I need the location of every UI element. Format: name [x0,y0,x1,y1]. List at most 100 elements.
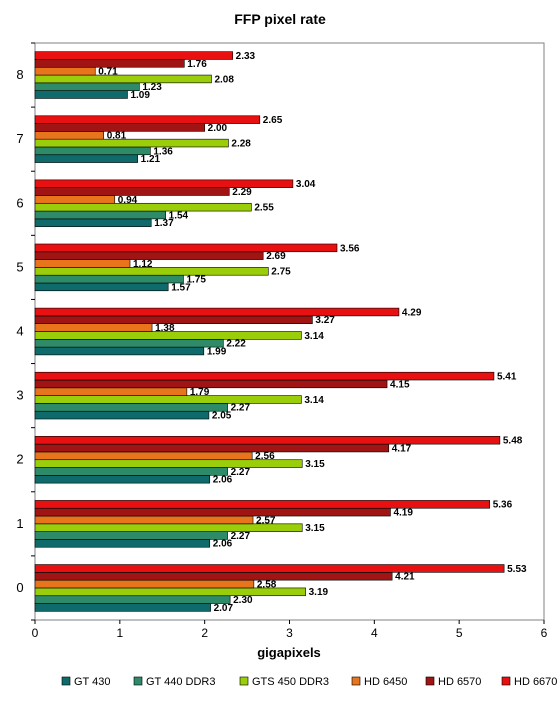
bar-gt-430-4 [34,346,205,356]
bar-hd-6670-0 [34,564,505,573]
bar-hd-6570-1 [34,507,391,517]
value-label: 2.06 [213,475,233,486]
value-label: 2.65 [263,115,283,126]
bar-hd-6450-8 [34,66,96,76]
bar-gts-450-ddr3-7 [34,138,229,148]
bar-hd-6450-6 [34,195,116,204]
bar-gt-440-ddr3-4 [34,338,224,348]
bar-hd-6670-5 [34,243,338,253]
value-label: 1.54 [169,210,189,221]
bar-hd-6570-6 [34,187,230,196]
x-tick-label: 0 [32,626,39,640]
bar-gt-430-3 [34,410,210,420]
value-label: 2.55 [254,203,274,214]
value-label: 2.57 [256,515,276,526]
value-label: 1.12 [133,259,153,270]
value-label: 2.27 [231,531,251,542]
bar-hd-6670-6 [34,179,294,188]
value-label: 4.29 [402,307,422,318]
value-label: 2.58 [257,579,277,590]
x-tick-label: 3 [286,626,293,640]
x-tick-label: 5 [456,626,463,640]
value-label: 1.38 [155,323,175,334]
bar-hd-6450-2 [34,451,253,461]
chart-title: FFP pixel rate [234,11,326,27]
bar-gts-450-ddr3-4 [34,331,302,340]
bar-gt-440-ddr3-1 [34,531,228,540]
value-label: 2.69 [266,251,286,262]
bar-hd-6570-2 [34,443,390,453]
value-label: 1.79 [190,387,210,398]
value-label: 0.71 [98,67,118,78]
bar-hd-6570-3 [34,379,388,389]
value-label: 4.21 [395,572,415,583]
value-label: 1.36 [153,146,173,157]
value-label: 2.08 [214,74,234,85]
value-label: 2.27 [231,467,251,478]
y-axis-categories: 0 1 2 3 4 5 6 7 8 [16,67,23,595]
value-label: 3.04 [296,179,316,190]
value-label: 3.15 [305,459,325,470]
value-label: 4.15 [390,379,410,390]
bar-hd-6570-8 [34,59,185,68]
y-category-label: 7 [16,131,23,146]
value-label: 1.75 [186,274,206,285]
bar-gts-450-ddr3-5 [34,267,269,276]
bar-gt-440-ddr3-2 [34,467,228,476]
bar-hd-6450-3 [34,387,188,396]
value-label: 4.17 [392,443,412,454]
legend-label: GTS 450 DDR3 [252,676,329,688]
value-label: 3.56 [340,243,360,254]
bar-hd-6450-0 [34,579,255,589]
bar-hd-6670-4 [34,307,400,317]
value-label: 2.33 [236,51,256,62]
y-category-label: 2 [16,452,23,467]
bar-gt-430-6 [34,218,152,227]
value-label: 1.09 [130,90,150,101]
value-label: 1.23 [142,82,162,93]
x-tick-label: 4 [371,626,378,640]
value-label: 2.56 [255,451,275,462]
value-label: 2.07 [214,603,234,614]
value-label: 2.06 [213,539,233,550]
bar-hd-6570-7 [34,123,205,132]
bar-gt-440-ddr3-7 [34,146,151,156]
value-label: 0.81 [107,131,127,142]
bar-gt-440-ddr3-5 [34,274,184,284]
value-label: 2.28 [231,138,251,149]
value-label: 2.05 [212,411,232,422]
value-label: 4.19 [393,508,413,519]
legend-swatch [239,676,249,686]
value-label: 1.57 [171,282,191,293]
bar-hd-6450-7 [34,131,105,140]
legend-label: HD 6570 [438,676,481,688]
legend-swatch [425,676,435,686]
value-label: 2.22 [226,339,246,350]
y-category-label: 0 [16,580,23,595]
y-category-label: 1 [16,516,23,531]
value-label: 3.19 [309,587,329,598]
legend-swatch [351,676,361,686]
value-label: 5.41 [497,372,517,383]
y-category-label: 6 [16,195,23,210]
bar-gt-430-8 [34,90,128,99]
y-category-label: 4 [16,324,23,339]
value-label: 2.29 [232,187,252,198]
bar-hd-6570-0 [34,572,393,581]
bar-hd-6570-4 [34,315,313,324]
value-label: 5.53 [507,564,527,575]
value-label: 2.75 [271,267,291,278]
value-label: 5.48 [503,436,523,447]
value-label: 5.36 [493,500,513,511]
legend-swatch [501,676,511,686]
value-label: 1.99 [207,346,227,357]
value-label: 2.30 [233,595,253,606]
value-label: 1.76 [187,59,207,70]
bar-gts-450-ddr3-3 [34,395,302,404]
bar-gt-440-ddr3-3 [34,403,228,412]
bar-hd-6570-5 [34,251,264,260]
legend-label: GT 440 DDR3 [146,676,216,688]
bar-hd-6670-2 [34,436,501,445]
